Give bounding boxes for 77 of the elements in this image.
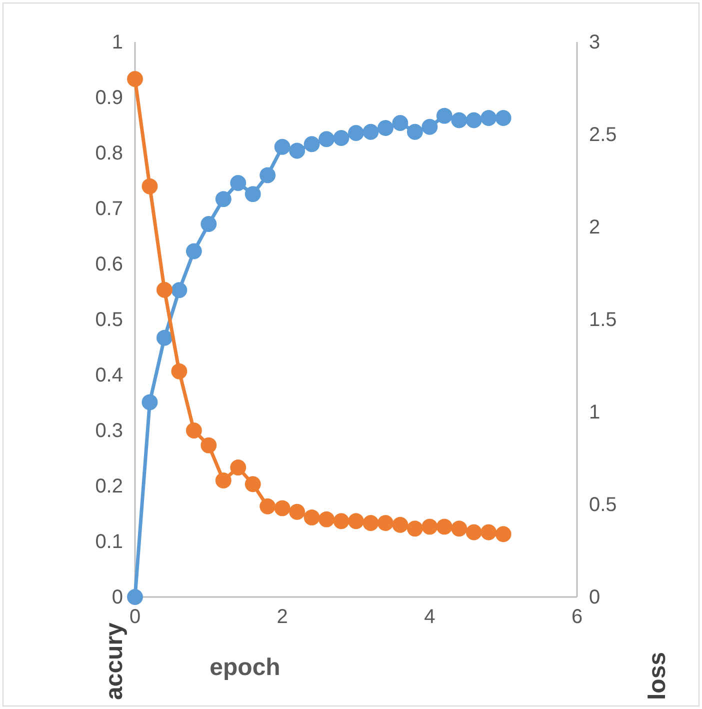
y2-axis-title: loss <box>644 652 671 700</box>
point <box>348 513 364 530</box>
y-tick-label: 0.3 <box>95 420 123 442</box>
point <box>289 142 306 159</box>
point <box>377 120 394 136</box>
point <box>318 131 335 148</box>
point <box>495 110 512 126</box>
point <box>127 71 143 87</box>
point <box>333 130 350 146</box>
y-axis-title: accury <box>101 622 128 700</box>
point <box>289 504 306 520</box>
point <box>156 282 172 298</box>
y-tick-label: 0.9 <box>95 86 123 109</box>
point <box>186 422 202 438</box>
y-tick-label: 0.7 <box>95 198 123 220</box>
y-tick-label: 0.4 <box>95 364 123 386</box>
y-tick-label: 0.6 <box>95 253 123 276</box>
point <box>260 498 276 514</box>
point <box>362 515 379 531</box>
point <box>274 500 290 516</box>
point <box>260 167 276 184</box>
point <box>186 243 202 260</box>
point <box>318 511 335 528</box>
y-tick-label: 0.2 <box>95 475 123 498</box>
point <box>156 330 172 346</box>
y2-tick-label: 0 <box>589 586 600 608</box>
y2-tick-label: 2 <box>589 216 600 238</box>
point <box>480 110 497 126</box>
point <box>422 118 438 135</box>
point <box>466 524 482 540</box>
point <box>142 178 158 194</box>
x-tick-label: 6 <box>571 606 583 628</box>
y-tick-label: 0.1 <box>95 530 123 553</box>
point <box>406 520 423 537</box>
point <box>215 191 232 208</box>
x-tick-label: 2 <box>276 606 288 628</box>
point <box>230 460 246 476</box>
point <box>406 124 423 140</box>
point <box>333 513 350 530</box>
y-tick-label: 1 <box>112 31 123 54</box>
point <box>304 509 320 526</box>
y-tick-label: 0.5 <box>95 308 123 331</box>
point <box>200 437 217 454</box>
point <box>495 526 512 542</box>
y2-tick-label: 2.5 <box>589 124 617 146</box>
point <box>200 216 217 232</box>
point <box>274 138 290 155</box>
point <box>436 108 452 124</box>
y2-tick-label: 3 <box>589 31 600 54</box>
point <box>142 394 158 410</box>
point <box>348 125 364 141</box>
point <box>422 518 438 535</box>
x-axis-title: epoch <box>210 654 280 681</box>
point <box>436 518 452 535</box>
point <box>230 175 246 191</box>
point <box>171 363 188 380</box>
point <box>127 589 143 605</box>
x-tick-label: 0 <box>129 606 141 628</box>
y-tick-label: 0.8 <box>95 142 123 164</box>
point <box>377 515 394 531</box>
point <box>304 136 320 152</box>
point <box>451 112 468 128</box>
point <box>392 516 408 533</box>
y2-tick-label: 1 <box>589 401 600 424</box>
point <box>244 476 261 492</box>
point <box>215 472 232 488</box>
y2-tick-label: 1.5 <box>589 308 617 331</box>
point <box>466 112 482 128</box>
x-tick-label: 4 <box>424 606 436 628</box>
point <box>362 124 379 140</box>
y-tick-label: 0 <box>112 586 123 608</box>
point <box>480 524 497 540</box>
y2-tick-label: 0.5 <box>589 494 617 516</box>
point <box>171 282 188 298</box>
point <box>244 186 261 202</box>
point <box>451 520 468 537</box>
point <box>392 115 408 131</box>
